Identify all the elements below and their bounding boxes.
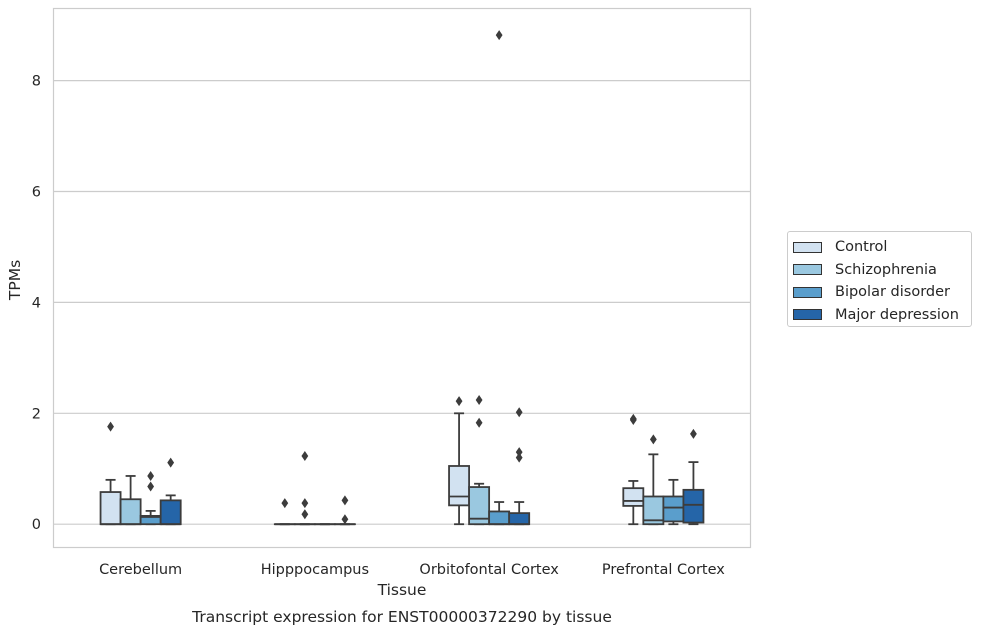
box-body-control-cerebellum [99,491,122,526]
box-body-control-orbitofontal-cortex [448,465,470,507]
box-schizophrenia-orbitofontal-cortex [468,394,491,526]
legend-swatch-control [793,241,822,253]
legend-item-control: Control [793,236,971,259]
box-body-bipolar-disorder-orbitofontal-cortex [488,510,511,526]
x-axis-label: Tissue [377,581,427,599]
legend: Control Schizophrenia Bipolar disorder M… [787,231,972,327]
y-axis-label: TPMs [6,260,24,301]
outlier-major-depression-cerebellum-0 [167,457,175,468]
box-major-depression-cerebellum [159,457,182,526]
legend-label-bipolar-disorder: Bipolar disorder [835,284,950,301]
box-body-bipolar-disorder-prefrontal-cortex [662,495,685,523]
outlier-schizophrenia-hipppocampus-1 [301,498,309,509]
box-schizophrenia-cerebellum [119,475,142,526]
outlier-major-depression-orbitofontal-cortex-1 [515,447,523,458]
outlier-schizophrenia-orbitofontal-cortex-0 [475,394,483,405]
y-tick-label-6: 6 [32,184,41,200]
box-schizophrenia-prefrontal-cortex [642,434,665,526]
chart-title: Transcript expression for ENST0000037229… [191,608,612,626]
x-tick-label-cerebellum: Cerebellum [99,562,182,578]
legend-swatch-schizophrenia [793,264,822,276]
y-tick-label-0: 0 [32,517,41,533]
outlier-major-depression-orbitofontal-cortex-0 [515,407,523,418]
legend-swatch-major-depression [793,309,822,321]
outlier-schizophrenia-prefrontal-cortex-0 [649,434,657,445]
legend-item-major-depression: Major depression [793,304,971,327]
y-tick-labels: 0 2 4 6 8 [32,74,41,534]
outlier-schizophrenia-orbitofontal-cortex-1 [475,417,483,428]
legend-label-major-depression: Major depression [835,306,959,323]
outlier-schizophrenia-hipppocampus-2 [301,509,309,520]
outlier-major-depression-orbitofontal-cortex-2 [515,452,523,463]
legend-label-control: Control [835,239,888,256]
boxes [99,30,705,526]
x-tick-label-orbitofontal-cortex: Orbitofontal Cortex [419,562,559,578]
legend-item-schizophrenia: Schizophrenia [793,259,971,282]
outlier-schizophrenia-hipppocampus-0 [301,451,309,462]
legend-label-schizophrenia: Schizophrenia [835,261,937,278]
y-tick-label-4: 4 [32,295,41,311]
outlier-major-depression-hipppocampus-0 [341,495,349,506]
y-tick-label-2: 2 [32,406,41,422]
y-tick-label-8: 8 [32,74,41,90]
box-schizophrenia-hipppocampus [293,451,316,526]
plot-area [52,7,752,549]
outlier-control-cerebellum-0 [107,421,114,432]
box-body-major-depression-prefrontal-cortex [682,488,705,524]
box-major-depression-orbitofontal-cortex [508,407,531,526]
x-tick-label-prefrontal-cortex: Prefrontal Cortex [602,562,725,578]
outlier-bipolar-disorder-cerebellum-0 [147,470,155,481]
box-body-major-depression-orbitofontal-cortex [508,512,531,526]
outlier-bipolar-disorder-orbitofontal-cortex-0 [495,30,503,41]
box-body-control-prefrontal-cortex [622,487,645,507]
x-tick-label-hipppocampus: Hipppocampus [261,562,369,578]
outlier-control-prefrontal-cortex-1 [629,414,637,425]
box-body-major-depression-cerebellum [159,499,182,526]
outlier-control-hipppocampus-0 [281,498,289,509]
box-bipolar-disorder-prefrontal-cortex [662,478,685,526]
outlier-major-depression-hipppocampus-1 [341,514,349,525]
outlier-bipolar-disorder-cerebellum-1 [147,481,155,492]
box-major-depression-prefrontal-cortex [682,428,705,526]
legend-item-bipolar-disorder: Bipolar disorder [793,281,971,304]
box-body-schizophrenia-orbitofontal-cortex [468,486,491,526]
outlier-major-depression-prefrontal-cortex-0 [690,428,697,439]
box-major-depression-hipppocampus [334,495,356,526]
x-tick-labels: Cerebellum Hipppocampus Orbitofontal Corte… [99,562,725,578]
legend-swatch-bipolar-disorder [793,286,822,298]
box-control-orbitofontal-cortex [448,396,470,526]
outlier-control-orbitofontal-cortex-0 [455,396,463,407]
box-body-schizophrenia-cerebellum [119,498,142,526]
